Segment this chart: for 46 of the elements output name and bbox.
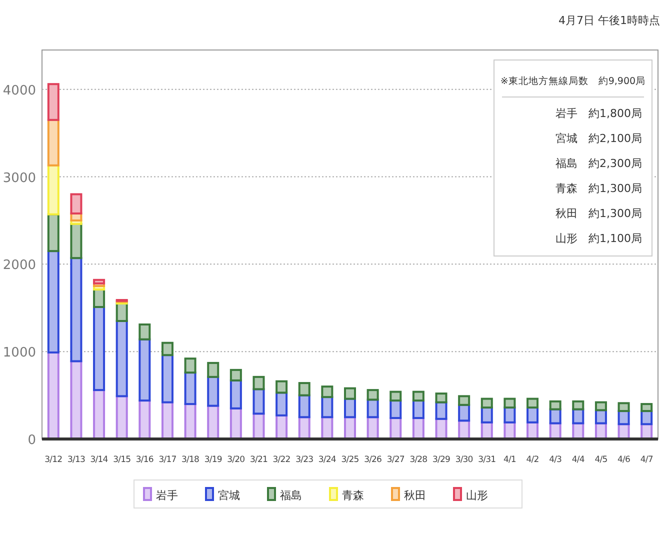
legend-label: 青森 xyxy=(342,489,364,502)
annotation: 山形 約1,100局 xyxy=(556,232,642,245)
y-tick-label: 0 xyxy=(28,433,36,448)
x-tick-label: 4/5 xyxy=(594,455,608,465)
x-tick-label: 3/29 xyxy=(432,455,450,465)
y-tick-label: 2000 xyxy=(2,258,36,274)
x-tick-label: 3/22 xyxy=(272,455,290,465)
x-tick-label: 3/12 xyxy=(44,455,62,465)
x-tick-label: 4/1 xyxy=(503,455,516,465)
annotation: 宮城 約2,100局 xyxy=(556,132,642,145)
x-tick-label: 3/28 xyxy=(410,455,428,465)
legend-label: 宮城 xyxy=(218,489,240,502)
x-tick-label: 3/19 xyxy=(204,455,222,465)
y-tick-label: 1000 xyxy=(2,346,36,361)
x-tick-label: 3/13 xyxy=(67,455,85,465)
x-tick-label: 3/31 xyxy=(478,455,496,465)
x-tick-label: 4/7 xyxy=(640,455,653,465)
legend-label: 福島 xyxy=(280,489,302,502)
x-tick-label: 3/27 xyxy=(386,455,404,465)
x-tick-label: 3/15 xyxy=(113,455,131,465)
x-tick-label: 4/4 xyxy=(572,455,584,465)
y-tick-label: 3000 xyxy=(2,170,36,186)
x-tick-label: 3/17 xyxy=(158,455,176,465)
x-tick-label: 3/18 xyxy=(182,455,200,465)
x-tick-label: 3/24 xyxy=(318,455,336,465)
annotation: 福島 約2,300局 xyxy=(556,157,642,170)
annotation: 秋田 約1,300局 xyxy=(556,207,642,220)
legend-label: 岩手 xyxy=(156,489,178,502)
text: 4月7日 午後1時時点 xyxy=(558,14,660,27)
annotation: ※東北地方無線局数 約9,900局 xyxy=(500,75,646,87)
x-tick-label: 3/30 xyxy=(455,455,473,465)
legend-label: 秋田 xyxy=(404,489,426,502)
x-tick-label: 4/3 xyxy=(549,455,562,465)
x-tick-label: 3/14 xyxy=(90,455,108,465)
x-tick-label: 3/26 xyxy=(364,455,382,465)
annotation: 青森 約1,300局 xyxy=(556,182,642,195)
y-tick-label: 4000 xyxy=(2,83,36,98)
x-tick-label: 3/20 xyxy=(227,455,245,465)
legend-label: 山形 xyxy=(466,489,488,502)
x-tick-label: 3/25 xyxy=(341,455,359,465)
x-tick-label: 3/16 xyxy=(136,455,154,465)
x-tick-label: 3/23 xyxy=(296,455,314,465)
x-tick-label: 3/21 xyxy=(250,455,268,465)
x-tick-label: 4/6 xyxy=(618,455,630,465)
annotation: 岩手 約1,800局 xyxy=(556,107,642,120)
x-tick-label: 4/2 xyxy=(526,455,539,465)
